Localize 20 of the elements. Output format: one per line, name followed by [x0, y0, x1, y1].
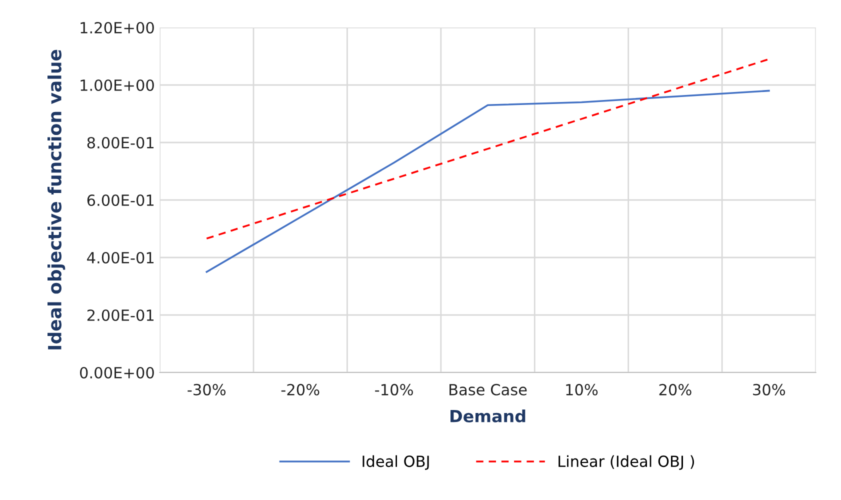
line-series — [206, 58, 770, 240]
x-tick-label: 20% — [659, 384, 692, 396]
y-tick-label: 8.00E-01 — [87, 136, 154, 149]
y-axis-title: Ideal objective function value — [48, 50, 66, 350]
x-tick-label: 10% — [566, 384, 598, 396]
y-tick-label: 1.00E+00 — [80, 79, 154, 92]
x-tick-label: -30% — [188, 384, 226, 396]
x-tick-label: -10% — [375, 384, 413, 396]
legend-label: Ideal OBJ — [362, 455, 429, 470]
x-tick-label: 30% — [753, 384, 786, 396]
y-tick-label: 0.00E+00 — [80, 366, 154, 379]
legend-label: Linear (Ideal OBJ ) — [558, 455, 694, 470]
x-axis-title: Demand — [450, 410, 526, 422]
y-tick-label: 2.00E-01 — [87, 309, 154, 322]
y-tick-label: 6.00E-01 — [87, 194, 154, 206]
line-series — [206, 90, 770, 273]
x-tick-label: -20% — [281, 384, 320, 396]
x-tick-label: Base Case — [450, 384, 527, 396]
y-tick-label: 1.20E+00 — [80, 22, 154, 34]
y-tick-label: 4.00E-01 — [87, 252, 154, 264]
